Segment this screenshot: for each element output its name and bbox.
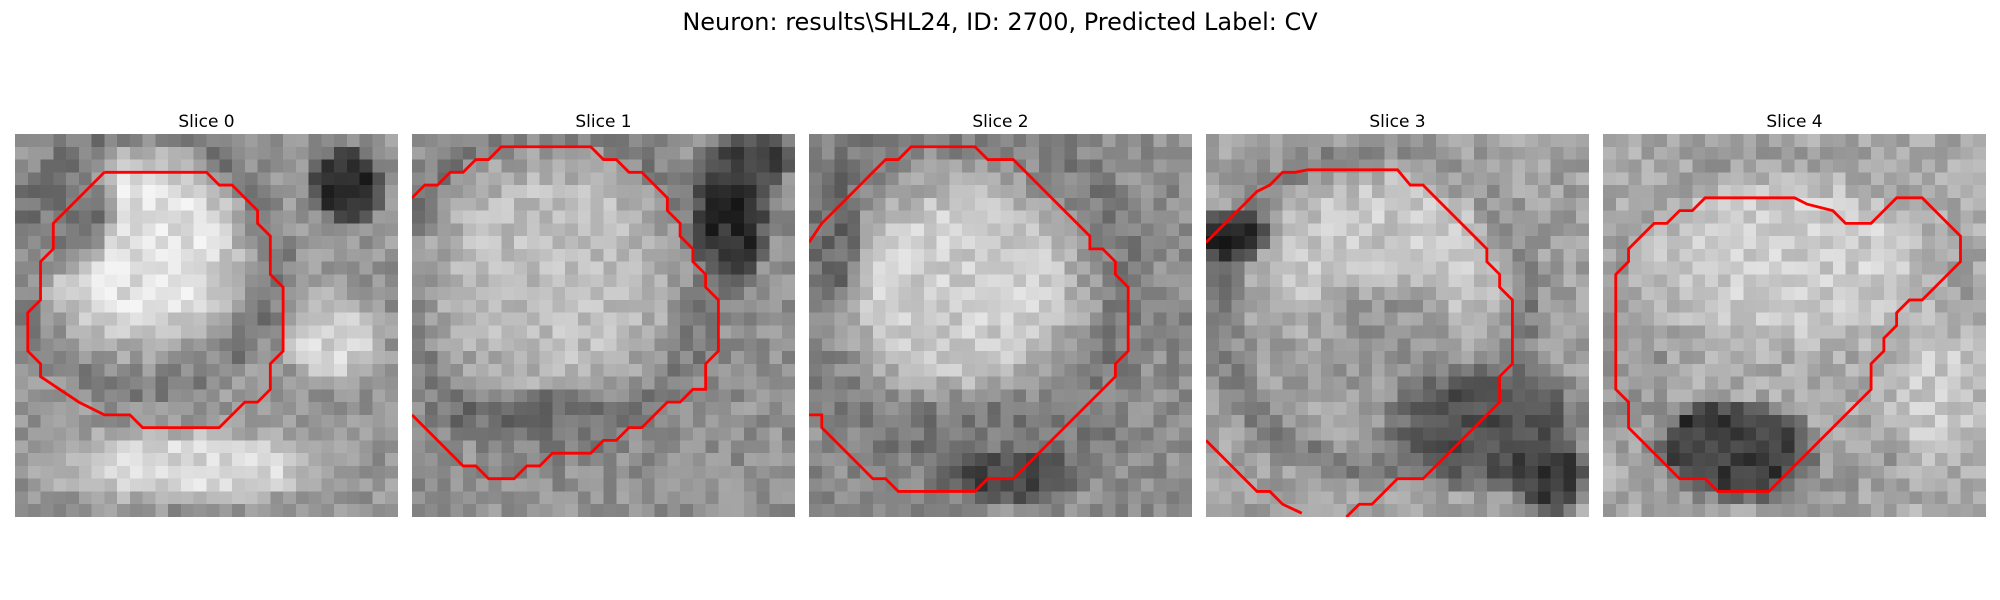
contour-3 (1206, 168, 1514, 517)
contour-4 (1614, 196, 1962, 493)
pixel-grid-4 (1603, 134, 1986, 517)
slice-image-4 (1603, 134, 1986, 517)
slice-panel-2: Slice 2 (809, 110, 1192, 517)
slice-title-4: Slice 4 (1766, 112, 1823, 132)
slice-panel-1: Slice 1 (412, 110, 795, 517)
slice-title-3: Slice 3 (1369, 112, 1426, 132)
slice-panel-0: Slice 0 (15, 110, 398, 517)
figure-title: Neuron: results\SHL24, ID: 2700, Predict… (682, 8, 1318, 36)
pixel-grid-0 (15, 134, 398, 517)
pixel-grid-3 (1206, 134, 1589, 517)
slice-panel-4: Slice 4 (1603, 110, 1986, 517)
contour-2 (809, 145, 1130, 493)
slice-title-0: Slice 0 (178, 112, 235, 132)
slice-title-1: Slice 1 (575, 112, 632, 132)
contour-1 (412, 145, 720, 481)
slice-image-2 (809, 134, 1192, 517)
slice-image-0 (15, 134, 398, 517)
pixel-grid-1 (412, 134, 795, 517)
contour-3b (1206, 439, 1303, 515)
slice-image-3 (1206, 134, 1589, 517)
slice-panel-3: Slice 3 (1206, 110, 1589, 517)
contour-0 (26, 170, 285, 430)
slice-image-1 (412, 134, 795, 517)
slice-title-2: Slice 2 (972, 112, 1029, 132)
pixel-grid-2 (809, 134, 1192, 517)
